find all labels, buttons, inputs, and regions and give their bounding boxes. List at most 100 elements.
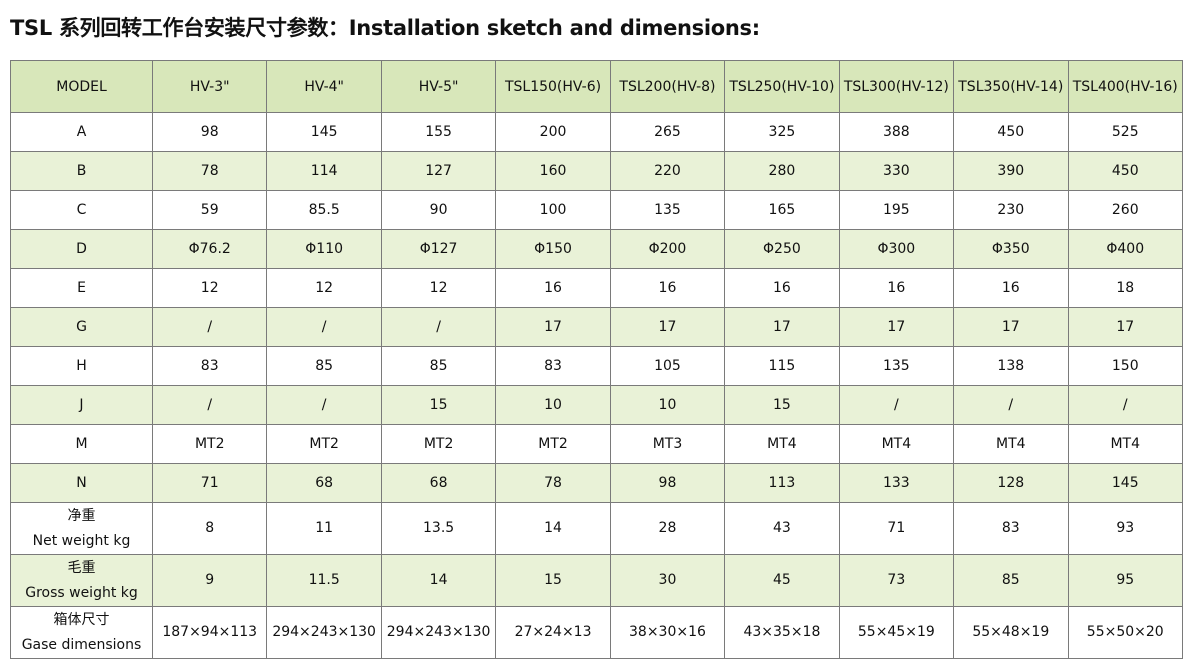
table-cell: 10 xyxy=(609,385,726,425)
table-cell: / xyxy=(151,385,268,425)
table-cell: 16 xyxy=(838,268,955,308)
table-cell: 90 xyxy=(380,190,497,230)
table-cell: MT2 xyxy=(151,424,268,464)
table-cell: 230 xyxy=(953,190,1069,230)
row-label: B xyxy=(10,151,153,191)
table-cell: 17 xyxy=(724,307,840,347)
row-label-en: Net weight kg xyxy=(32,532,131,549)
table-cell: 325 xyxy=(724,112,840,152)
table-cell: 38×30×16 xyxy=(609,606,726,659)
header-cell-model-name: HV-4" xyxy=(266,60,382,113)
table-row: M MT2 MT2 MT2 MT2 MT3 MT4 MT4 MT4 MT4 xyxy=(10,424,1183,464)
table-cell: Φ200 xyxy=(609,229,726,269)
row-label-en: Gross weight kg xyxy=(25,584,138,601)
row-label: A xyxy=(10,112,153,152)
table-row: 净重 Net weight kg 8 11 13.5 14 28 43 71 83 93 xyxy=(10,502,1183,555)
table-cell: 133 xyxy=(838,463,955,503)
table-cell: 18 xyxy=(1067,268,1183,308)
table-cell: Φ400 xyxy=(1067,229,1183,269)
table-cell: 9 xyxy=(151,554,268,607)
table-cell: 12 xyxy=(266,268,382,308)
table-cell: MT4 xyxy=(953,424,1069,464)
table-cell: 98 xyxy=(609,463,726,503)
table-cell: 195 xyxy=(838,190,955,230)
table-cell: 68 xyxy=(380,463,497,503)
table-row: C 59 85.5 90 100 135 165 195 230 260 xyxy=(10,190,1183,230)
table-cell: 78 xyxy=(495,463,611,503)
table-cell: 390 xyxy=(953,151,1069,191)
table-cell: 17 xyxy=(953,307,1069,347)
header-cell-model-name: TSL250(HV-10) xyxy=(724,60,840,113)
table-cell: MT3 xyxy=(609,424,726,464)
table-cell: 45 xyxy=(724,554,840,607)
row-label: C xyxy=(10,190,153,230)
table-cell: 17 xyxy=(609,307,726,347)
table-cell: 28 xyxy=(609,502,726,555)
row-label-cn: 净重 xyxy=(67,507,96,524)
table-cell: 27×24×13 xyxy=(495,606,611,659)
table-cell: 12 xyxy=(380,268,497,308)
table-cell: 71 xyxy=(151,463,268,503)
header-cell-model-name: TSL350(HV-14) xyxy=(953,60,1069,113)
table-cell: 83 xyxy=(151,346,268,386)
table-cell: 8 xyxy=(151,502,268,555)
table-cell: 135 xyxy=(609,190,726,230)
table-cell: 13.5 xyxy=(380,502,497,555)
table-row: G / //17 17 17 17 17 17 xyxy=(10,307,1183,347)
table-cell: 280 xyxy=(724,151,840,191)
table-cell: 83 xyxy=(953,502,1069,555)
table-cell: Φ127 xyxy=(380,229,497,269)
row-label-cn: 毛重 xyxy=(67,559,96,576)
table-cell: 98 xyxy=(151,112,268,152)
table-cell: 15 xyxy=(495,554,611,607)
table-cell: 14 xyxy=(495,502,611,555)
table-cell: 200 xyxy=(495,112,611,152)
table-cell: 265 xyxy=(609,112,726,152)
table-cell: 85.5 xyxy=(266,190,382,230)
table-cell: Φ300 xyxy=(838,229,955,269)
table-cell: MT4 xyxy=(1067,424,1183,464)
table-cell: / xyxy=(380,307,497,347)
table-cell: 16 xyxy=(495,268,611,308)
table-cell: Φ350 xyxy=(953,229,1069,269)
table-cell: 450 xyxy=(953,112,1069,152)
table-row: 毛重 Gross weight kg 9 11.5 14 15 30 45 73 85 95 xyxy=(10,554,1183,607)
row-label: G xyxy=(10,307,153,347)
table-cell: 85 xyxy=(380,346,497,386)
table-cell: 260 xyxy=(1067,190,1183,230)
row-label: J xyxy=(10,385,153,425)
table-cell: MT2 xyxy=(380,424,497,464)
table-cell: / xyxy=(266,307,382,347)
header-cell-model-name: HV-5" xyxy=(380,60,497,113)
table-cell: MT2 xyxy=(495,424,611,464)
table-cell: Φ150 xyxy=(495,229,611,269)
table-cell: 11 xyxy=(266,502,382,555)
table-cell: 187×94×113 xyxy=(151,606,268,659)
table-cell: 115 xyxy=(724,346,840,386)
table-cell: 127 xyxy=(380,151,497,191)
page-title: TSL 系列回转工作台安装尺寸参数：Installation sketch an… xyxy=(10,16,760,40)
table-cell: 43 xyxy=(724,502,840,555)
table-cell: Φ110 xyxy=(266,229,382,269)
row-label: 毛重 Gross weight kg xyxy=(10,554,153,607)
table-cell: 128 xyxy=(953,463,1069,503)
table-cell: 294×243×130 xyxy=(380,606,497,659)
table-cell: 15 xyxy=(380,385,497,425)
table-cell: 10 xyxy=(495,385,611,425)
table-cell: / xyxy=(1067,385,1183,425)
table-cell: 160 xyxy=(495,151,611,191)
table-cell: 17 xyxy=(838,307,955,347)
table-cell: 138 xyxy=(953,346,1069,386)
table-cell: 93 xyxy=(1067,502,1183,555)
table-cell: / xyxy=(151,307,268,347)
row-label: E xyxy=(10,268,153,308)
table-cell: 14 xyxy=(380,554,497,607)
table-cell: 59 xyxy=(151,190,268,230)
table-cell: 73 xyxy=(838,554,955,607)
table-cell: 15 xyxy=(724,385,840,425)
table-row: N 71 68 68 78 98 113 133 128 145 xyxy=(10,463,1183,503)
table-cell: / xyxy=(266,385,382,425)
table-cell: 55×48×19 xyxy=(953,606,1069,659)
table-cell: 388 xyxy=(838,112,955,152)
table-cell: 155 xyxy=(380,112,497,152)
